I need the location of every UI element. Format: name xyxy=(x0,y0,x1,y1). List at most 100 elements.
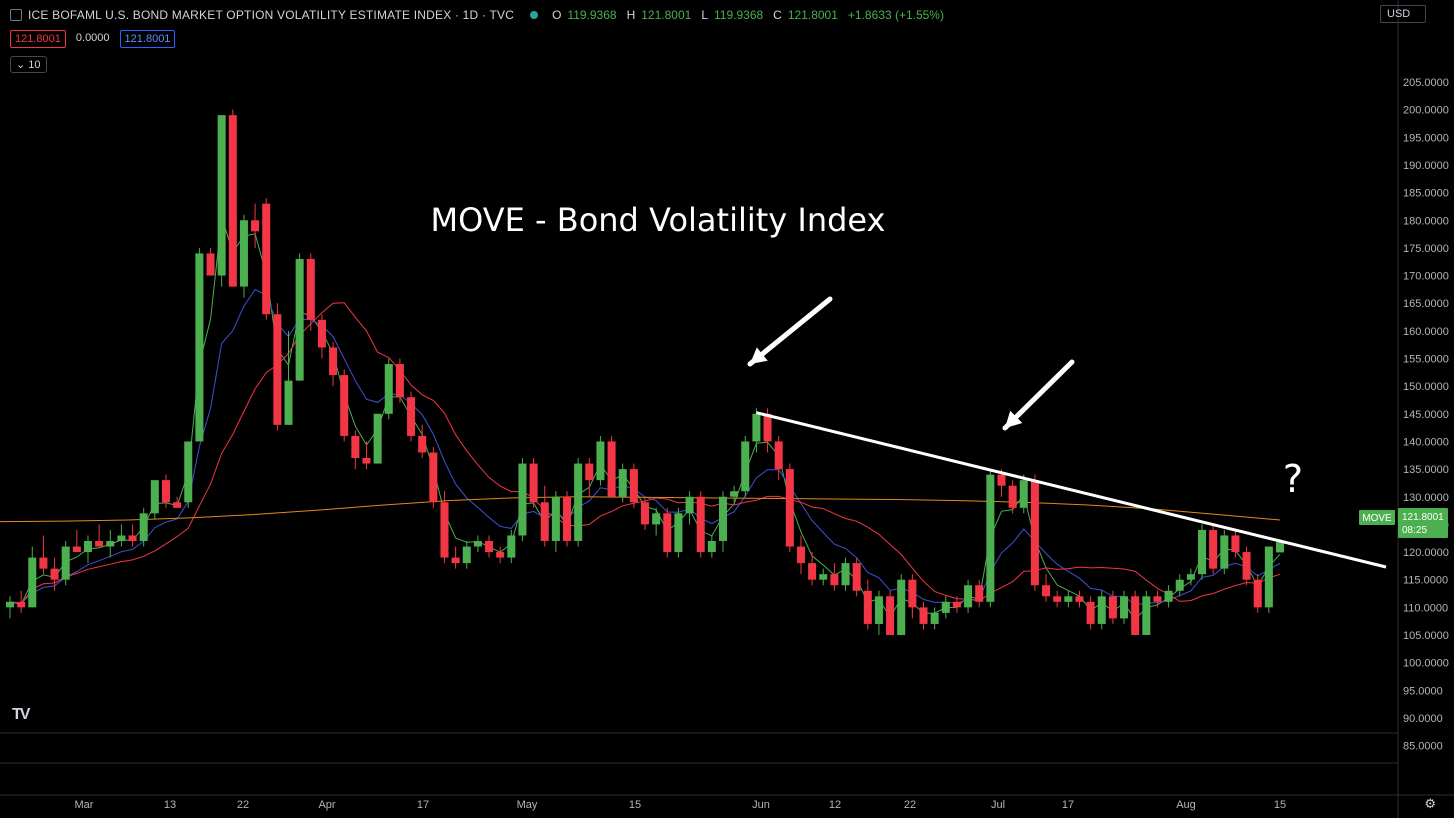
price-tick-label: 150.0000 xyxy=(1403,381,1449,393)
candle xyxy=(373,413,382,464)
symbol-square-icon[interactable] xyxy=(10,9,22,21)
price-axis[interactable]: 205.0000 200.0000 195.0000 190.0000 185.0000… xyxy=(1403,77,1449,753)
price-tick-label: 175.0000 xyxy=(1403,243,1449,255)
candle xyxy=(195,247,204,442)
candle-body xyxy=(1153,596,1162,602)
gear-icon[interactable]: ⚙ xyxy=(1424,796,1436,811)
candle-body xyxy=(150,480,159,514)
price-tick-label: 100.0000 xyxy=(1403,658,1449,670)
candle xyxy=(975,579,984,608)
candle xyxy=(473,535,482,553)
price-tick-label: 160.0000 xyxy=(1403,326,1449,338)
candle xyxy=(106,529,115,558)
low-value: 119.9368 xyxy=(714,8,764,22)
price-tick-label: 115.0000 xyxy=(1403,575,1448,587)
candle-body xyxy=(540,502,549,541)
candle xyxy=(440,491,449,564)
symbol-title[interactable]: ICE BOFAML U.S. BOND MARKET OPTION VOLAT… xyxy=(28,8,515,22)
candle-body xyxy=(1209,529,1218,569)
candle-body xyxy=(652,513,661,525)
candle-body xyxy=(440,502,449,558)
candle-body xyxy=(785,469,794,547)
chevron-down-icon: ⌄ xyxy=(16,59,26,71)
candle xyxy=(741,435,750,497)
candle-body xyxy=(395,364,404,398)
candle xyxy=(1042,574,1051,602)
candle xyxy=(964,579,973,613)
indicator-collapse-toggle[interactable]: ⌄ 10 xyxy=(10,56,47,73)
candle xyxy=(329,341,338,387)
candle xyxy=(184,441,193,508)
candles xyxy=(5,109,1285,635)
tradingview-logo-icon[interactable]: TV xyxy=(12,706,31,723)
candle-body xyxy=(930,612,939,624)
candle xyxy=(796,535,805,575)
candle-body xyxy=(919,607,928,624)
candle-body xyxy=(1075,596,1084,602)
price-tick-label: 190.0000 xyxy=(1403,160,1449,172)
chart-title: MOVE - Bond Volatility Index xyxy=(431,201,886,239)
indicator-value-red[interactable]: 121.8001 xyxy=(10,30,66,48)
candle xyxy=(351,430,360,470)
candle-body xyxy=(50,568,59,580)
candle-body xyxy=(429,452,438,503)
time-tick-label: Mar xyxy=(75,799,94,811)
candle xyxy=(1131,590,1140,635)
candle xyxy=(1108,590,1117,624)
candle xyxy=(730,485,739,503)
candle-body xyxy=(1030,480,1039,586)
candle-body xyxy=(718,496,727,541)
candle xyxy=(919,601,928,630)
candle-body xyxy=(640,502,650,525)
candle xyxy=(161,474,170,508)
candle xyxy=(540,485,549,547)
candle xyxy=(1030,474,1039,591)
candle-body xyxy=(629,469,638,503)
indicator-values-row: 121.8001 0.0000 121.8001 xyxy=(10,30,176,48)
candle-body xyxy=(362,458,371,464)
open-label: O xyxy=(552,8,562,22)
price-tick-label: 205.0000 xyxy=(1403,77,1449,89)
candle-body xyxy=(1131,596,1140,635)
candle xyxy=(886,590,895,635)
candle-body xyxy=(106,540,115,547)
price-tick-label: 195.0000 xyxy=(1403,132,1449,144)
candle-body xyxy=(1042,585,1051,597)
candle-body xyxy=(384,364,393,414)
candle-body xyxy=(61,546,70,580)
candle-body xyxy=(39,557,48,569)
high-value: 121.8001 xyxy=(641,8,692,22)
candle xyxy=(819,568,828,586)
time-tick-label: Jul xyxy=(991,799,1005,811)
candle-body xyxy=(72,546,81,553)
candle-body xyxy=(674,513,683,553)
candle-body xyxy=(1231,535,1240,553)
candle-body xyxy=(184,441,193,503)
candle xyxy=(150,480,159,519)
candle-body xyxy=(574,463,583,541)
candle-body xyxy=(173,502,182,508)
candle xyxy=(1153,590,1162,608)
candle xyxy=(863,579,872,630)
price-tick-label: 105.0000 xyxy=(1403,630,1449,642)
candle xyxy=(874,590,883,635)
candle xyxy=(718,491,727,553)
indicator-value-blue[interactable]: 121.8001 xyxy=(119,30,176,48)
candle-body xyxy=(284,380,293,425)
candle-body xyxy=(663,513,672,553)
time-axis[interactable]: Mar 13 22 Apr 17 May 15 Jun 12 22 Jul 17 Aug 15 xyxy=(75,799,1287,811)
candle xyxy=(774,435,783,481)
price-tick-label: 185.0000 xyxy=(1403,188,1449,200)
candle xyxy=(395,358,404,403)
currency-selector[interactable]: USD xyxy=(1380,5,1426,23)
candle-body xyxy=(496,552,505,558)
price-tick-label: 170.0000 xyxy=(1403,271,1449,283)
candle-body xyxy=(139,513,148,541)
candle-body xyxy=(1064,596,1073,602)
candle-body xyxy=(329,347,338,376)
candle xyxy=(841,557,850,591)
candle xyxy=(529,458,538,508)
candle-body xyxy=(618,469,627,497)
